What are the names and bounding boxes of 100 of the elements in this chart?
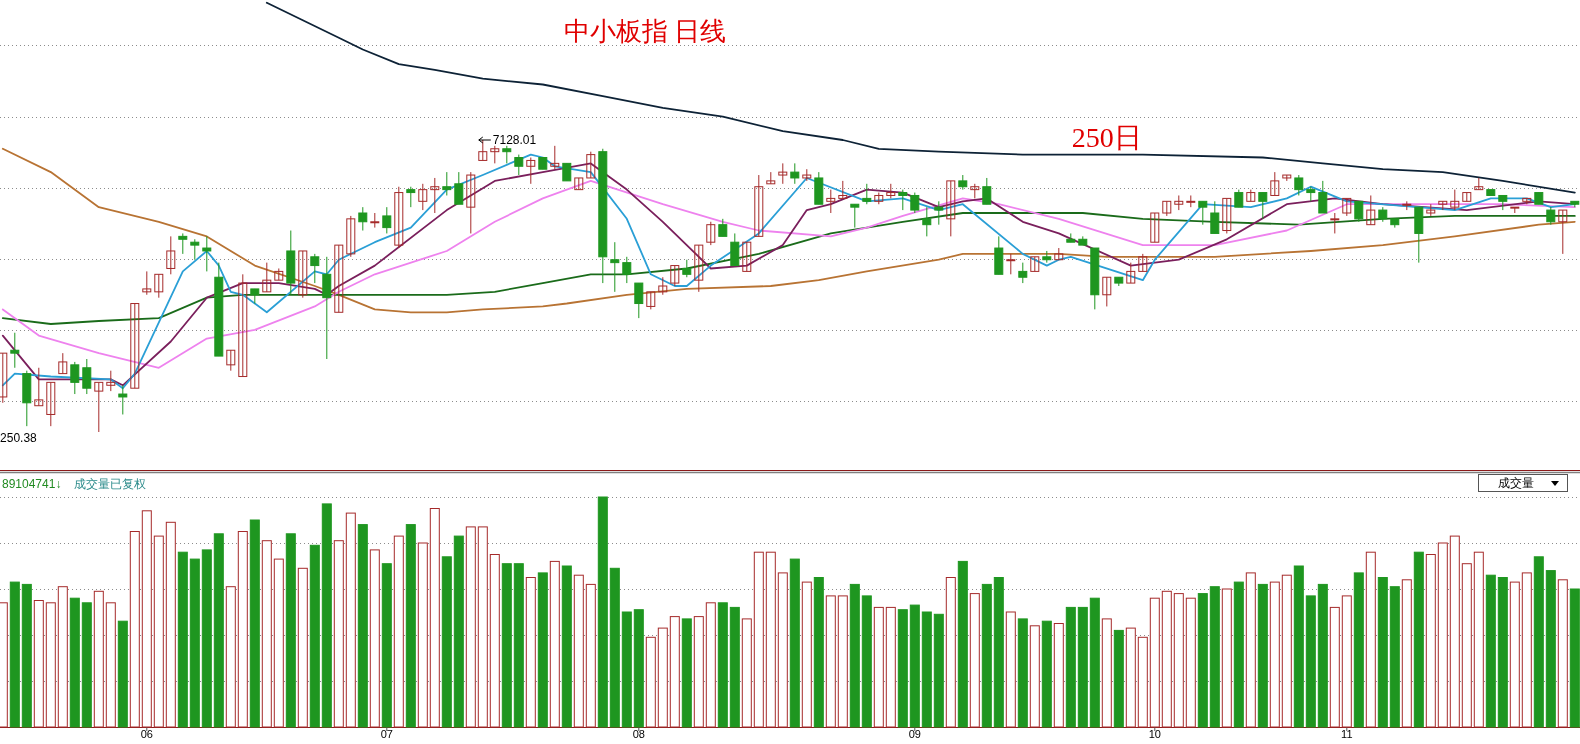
bar <box>453 535 464 728</box>
bar <box>1329 606 1340 728</box>
bar <box>1029 625 1040 728</box>
bar <box>273 558 284 728</box>
bar <box>1473 551 1484 728</box>
bar <box>9 581 20 728</box>
bar <box>933 613 944 728</box>
bar <box>1449 535 1460 728</box>
bar <box>1521 572 1532 728</box>
bar <box>429 508 440 728</box>
bar <box>105 602 116 728</box>
bar <box>465 526 476 728</box>
bar <box>1269 581 1280 728</box>
bar <box>1257 583 1268 728</box>
bar <box>489 554 500 728</box>
bar <box>1341 595 1352 728</box>
bar <box>729 606 740 728</box>
x-tick-label: 10 <box>1148 728 1161 740</box>
bar <box>369 549 380 728</box>
bar <box>1149 597 1160 728</box>
bar <box>1389 586 1400 728</box>
bar <box>261 540 272 728</box>
bar <box>645 636 656 728</box>
bar <box>1221 588 1232 728</box>
bar <box>1185 597 1196 728</box>
x-tick-label: 09 <box>908 728 921 740</box>
x-tick-label: 06 <box>140 728 153 740</box>
bar <box>693 616 704 728</box>
bar <box>381 563 392 728</box>
bar <box>1377 577 1388 728</box>
bar <box>309 544 320 728</box>
bar <box>741 618 752 728</box>
bar <box>249 519 260 728</box>
series-label: 250日 <box>1071 121 1142 153</box>
bar <box>1437 542 1448 728</box>
bar <box>117 620 128 728</box>
annotation: 250.38 <box>0 431 38 445</box>
bar <box>153 535 164 728</box>
bar <box>1485 574 1496 728</box>
bar <box>177 551 188 728</box>
text: 89104741↓ <box>2 477 62 491</box>
bar <box>213 533 224 728</box>
bar <box>1233 581 1244 728</box>
bar <box>813 577 824 728</box>
bar <box>1053 623 1064 728</box>
bar <box>765 551 776 728</box>
bar <box>849 583 860 728</box>
bar <box>777 572 788 728</box>
bar <box>57 586 68 728</box>
bar <box>1317 583 1328 728</box>
bar <box>1197 593 1208 728</box>
bar <box>33 600 44 728</box>
bar <box>513 563 524 728</box>
bar <box>165 521 176 728</box>
bar <box>633 609 644 728</box>
bar <box>1161 590 1172 728</box>
bar <box>1113 629 1124 728</box>
x-tick-label: 08 <box>632 728 645 740</box>
bar <box>321 503 332 728</box>
bar <box>501 563 512 728</box>
bar <box>81 602 92 728</box>
bar <box>1101 618 1112 728</box>
bar <box>345 512 356 728</box>
bar <box>597 496 608 728</box>
bar <box>189 558 200 728</box>
bar <box>333 540 344 728</box>
bar <box>921 611 932 728</box>
bar <box>537 572 548 728</box>
bar <box>1245 572 1256 728</box>
bar <box>21 583 32 728</box>
bar <box>1173 593 1184 728</box>
bar <box>201 549 212 728</box>
bar <box>1017 618 1028 728</box>
bar <box>69 597 80 728</box>
bar <box>1557 579 1568 728</box>
bar <box>837 595 848 728</box>
bar <box>1125 627 1136 728</box>
bar <box>357 524 368 728</box>
x-tick-label: 07 <box>380 728 393 740</box>
bar <box>825 595 836 728</box>
bar <box>993 577 1004 728</box>
bar <box>405 524 416 728</box>
chart-title: 中小板指 日线 <box>563 17 727 46</box>
bar <box>225 586 236 728</box>
bar <box>885 606 896 728</box>
bar <box>1569 588 1580 728</box>
bar <box>1545 570 1556 728</box>
bar <box>141 510 152 728</box>
annotation: 7128.01 <box>492 133 537 147</box>
text: 成交量已复权 <box>74 477 146 491</box>
bar <box>561 565 572 728</box>
bar <box>477 526 488 728</box>
bar <box>1509 581 1520 728</box>
bar <box>441 556 452 728</box>
bar <box>861 595 872 728</box>
bar <box>1293 565 1304 728</box>
bar <box>909 604 920 728</box>
bar <box>621 611 632 728</box>
bar <box>1425 554 1436 728</box>
bar <box>1065 606 1076 728</box>
